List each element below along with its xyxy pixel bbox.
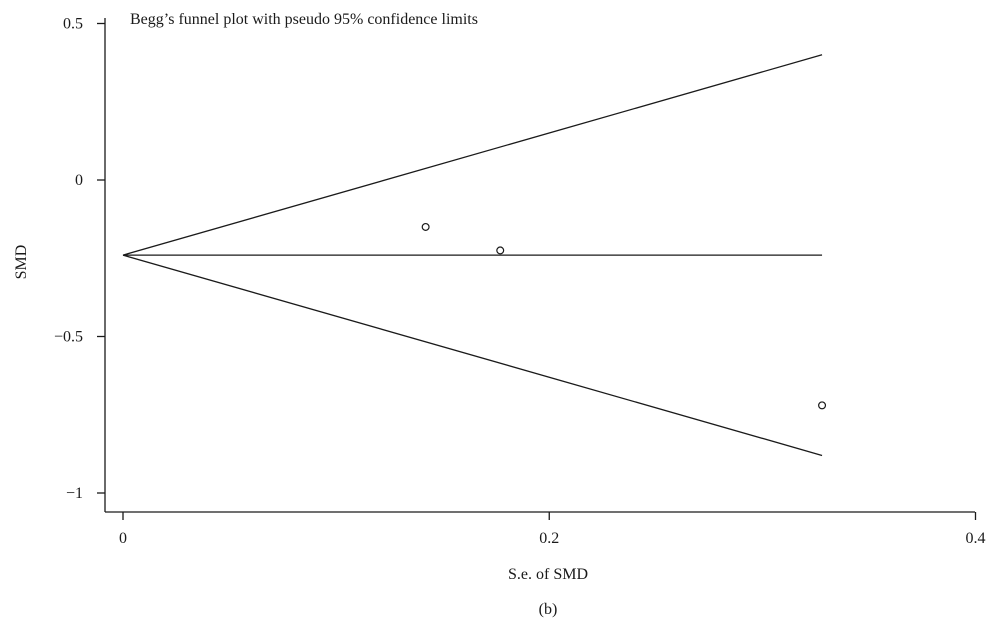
panel-label: (b) [539,601,558,618]
study-point [496,246,505,255]
x-tick-label: 0 [119,530,127,547]
lower-confidence-limit-line [122,254,823,457]
y-tick-label: −1 [66,485,83,502]
y-axis-ticks: 0.5 0 −0.5 −1 [54,16,105,502]
chart-title: Begg’s funnel plot with pseudo 95% confi… [130,11,478,28]
y-axis-title: SMD [13,245,30,280]
study-points [421,222,827,410]
x-tick-label: 0.4 [966,530,986,547]
x-axis-title: S.e. of SMD [508,566,588,583]
study-point [421,222,430,231]
study-point [818,401,827,410]
x-axis-ticks: 0 0.2 0.4 [119,512,986,547]
y-tick-label: 0.5 [63,16,83,33]
y-tick-label: −0.5 [54,329,83,346]
upper-confidence-limit-line [122,54,823,256]
y-tick-label: 0 [75,172,83,189]
x-tick-label: 0.2 [539,530,559,547]
